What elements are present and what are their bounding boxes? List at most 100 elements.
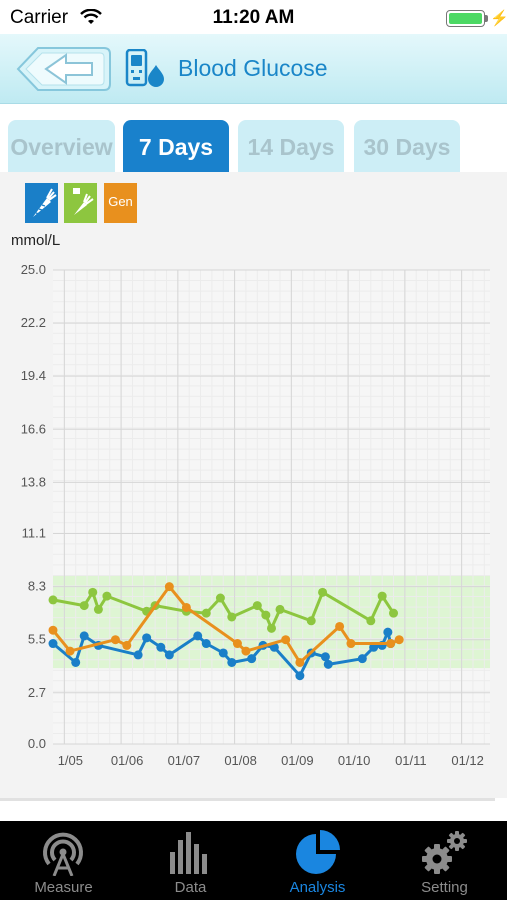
measure-signal-icon [43,832,83,876]
y-tick-label: 8.3 [28,579,46,594]
y-tick-label: 11.1 [22,526,46,541]
series-point-1 [252,601,262,611]
tab-bar-data[interactable]: Data [127,821,254,900]
y-tick-label: 16.6 [21,421,46,436]
series-point-0 [79,631,89,641]
x-tick-label: 01/10 [338,753,371,768]
series-point-1 [227,612,237,622]
target-range-band [53,575,490,669]
series-point-2 [335,621,345,631]
series-point-2 [394,635,404,645]
series-point-1 [377,591,387,601]
y-tick-label: 5.5 [28,632,46,647]
series-point-0 [142,633,152,643]
before-meal-carrot-icon[interactable] [25,183,58,223]
tab-bar-label: Setting [421,879,468,896]
x-tick-label: 01/09 [281,753,314,768]
series-point-1 [215,593,225,603]
battery-icon [446,10,485,27]
tab-30-days[interactable]: 30 Days [354,120,460,174]
series-point-0 [164,650,174,660]
tab-bar-label: Measure [34,879,93,896]
series-point-1 [275,604,285,614]
tab-overview[interactable]: Overview [8,120,115,174]
series-point-1 [366,616,376,626]
series-point-0 [133,650,143,660]
glucose-chart: 0.0 2.7 5.5 8.3 11.1 13.8 16.6 19.4 22.2 25.0 1/05… [21,262,490,768]
series-point-2 [164,582,174,592]
series-point-2 [295,657,305,667]
series-point-1 [48,595,58,605]
series-point-2 [386,639,396,649]
tab-7-days[interactable]: 7 Days [123,120,229,174]
series-point-1 [261,610,271,620]
tab-14-days[interactable]: 14 Days [238,120,344,174]
x-tick-label: 01/08 [224,753,257,768]
series-point-2 [110,635,120,645]
y-axis-unit: mmol/L [11,232,61,249]
series-point-1 [102,591,112,601]
series-point-1 [267,623,276,633]
y-tick-label: 22.2 [21,315,46,330]
panel-divider [0,798,495,801]
series-point-1 [201,608,211,618]
series-point-0 [247,654,257,664]
series-point-0 [369,642,379,652]
series-point-0 [227,657,237,667]
series-point-2 [48,625,58,635]
series-point-2 [65,646,75,656]
series-point-2 [181,602,191,612]
series-point-0 [320,652,330,662]
x-tick-label: 01/12 [451,753,484,768]
series-point-1 [318,587,328,597]
series-point-2 [281,635,291,645]
series-point-0 [71,657,81,667]
series-point-0 [201,639,211,649]
battery-cap [485,15,488,22]
gears-icon [422,831,467,874]
tab-bar-label: Data [174,879,207,896]
general-legend-icon[interactable] [104,183,137,223]
x-tick-label: 01/07 [168,753,201,768]
series-point-2 [346,639,356,649]
after-meal-carrot-icon[interactable] [64,183,97,223]
status-time: 11:20 AM [212,7,295,28]
tab-bar-analysis[interactable]: Analysis [254,821,381,900]
y-tick-label: 0.0 [28,736,46,751]
series-point-1 [88,587,98,597]
general-legend-label: Gen [108,194,133,209]
charging-bolt-icon: ⚡ [490,10,507,27]
y-tick-label: 2.7 [28,685,46,700]
tab-bar-label: Analysis [289,879,346,896]
tab-bar: Measure Data Analysis [0,821,507,900]
plot-area [53,270,490,744]
y-tick-label: 25.0 [21,262,46,277]
series-point-0 [323,659,333,669]
tab-bar-setting[interactable]: Setting [381,821,507,900]
series-point-0 [295,671,305,681]
series-point-1 [389,608,399,618]
pie-chart-icon [296,830,340,874]
period-tabs: Overview 7 Days 14 Days 30 Days [0,105,507,174]
x-tick-label: 01/11 [395,753,427,768]
series-point-0 [193,631,203,641]
series-point-2 [122,640,132,650]
series-point-1 [306,616,316,626]
x-tick-label: 1/05 [58,753,83,768]
status-bar: Carrier 11:20 AM ⚡ [0,0,507,34]
y-tick-label: 13.8 [21,474,46,489]
page-title: Blood Glucose [178,55,328,81]
x-tick-label: 01/06 [111,753,144,768]
y-tick-label: 19.4 [21,368,46,383]
series-point-1 [93,604,103,614]
tab-bar-measure[interactable]: Measure [0,821,127,900]
wifi-icon [80,9,102,24]
series-point-2 [232,639,242,649]
nav-header: Blood Glucose [0,34,507,104]
series-point-1 [79,601,89,611]
carrier-label: Carrier [10,7,69,28]
series-point-2 [241,646,251,656]
series-point-0 [156,642,166,652]
back-button[interactable] [16,45,112,93]
series-point-0 [218,648,228,658]
